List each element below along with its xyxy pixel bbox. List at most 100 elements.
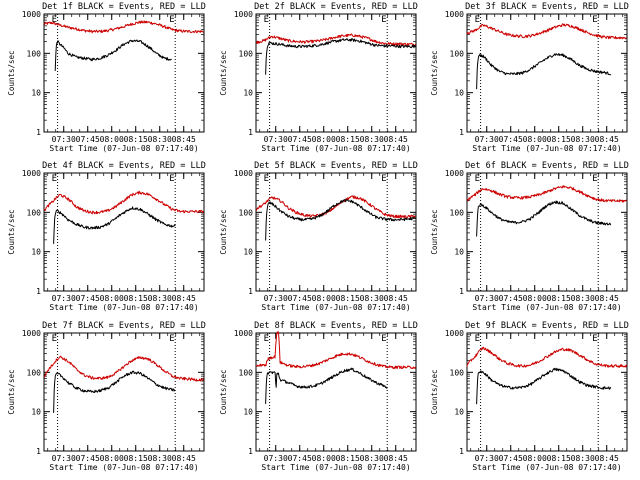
y-tick-label: 1000	[234, 169, 253, 178]
x-tick-label: 07:30	[475, 135, 499, 144]
y-tick-label: 1000	[445, 169, 464, 178]
x-tick-label: 08:45	[172, 294, 196, 303]
x-tick-label: 08:00	[523, 454, 547, 463]
x-tick-label: 08:15	[547, 135, 571, 144]
events-series-line	[53, 370, 176, 413]
panel-title: Det 8f BLACK = Events, RED = LLD	[254, 321, 418, 331]
x-tick-label: 08:00	[312, 294, 336, 303]
events-series-line	[265, 367, 388, 404]
y-tick-label: 1	[248, 128, 253, 137]
x-tick-label: 08:15	[124, 294, 148, 303]
plot-frame	[466, 332, 628, 452]
x-tick-label: 07:45	[499, 294, 523, 303]
x-tick-label: 07:30	[52, 294, 76, 303]
x-tick-label: 07:30	[475, 454, 499, 463]
event-marker-label: E	[52, 174, 57, 184]
x-tick-label: 07:45	[76, 454, 100, 463]
y-tick-label: 10	[243, 408, 253, 417]
y-tick-label: 1000	[445, 10, 464, 19]
x-tick-label: 08:00	[100, 454, 124, 463]
x-tick-label: 08:15	[547, 294, 571, 303]
x-tick-label: 08:45	[384, 135, 408, 144]
panel-det-4f: Det 4f BLACK = Events, RED = LLD 1 10 100 10…	[7, 161, 206, 312]
plot-frame	[466, 13, 628, 133]
y-tick-label: 100	[450, 368, 465, 377]
x-tick-label: 08:30	[148, 135, 172, 144]
x-tick-label: 08:30	[148, 294, 172, 303]
x-tick-label: 08:00	[100, 135, 124, 144]
x-tick-label: 07:45	[76, 135, 100, 144]
y-tick-label: 1	[36, 287, 41, 296]
x-axis-label: Start Time (07-Jun-08 07:17:40)	[261, 303, 410, 312]
panel-det-3f: Det 3f BLACK = Events, RED = LLD 1 10 100 10…	[430, 2, 629, 153]
y-tick-label: 1	[459, 447, 464, 456]
x-tick-label: 08:15	[124, 454, 148, 463]
x-tick-label: 07:45	[288, 294, 312, 303]
event-marker-label: E	[381, 15, 386, 25]
y-axis-label: Counts/sec	[219, 50, 228, 95]
lld-series-line	[255, 195, 416, 219]
events-series-line	[265, 199, 417, 241]
y-axis-label: Counts/sec	[219, 209, 228, 254]
panel-det-9f: Det 9f BLACK = Events, RED = LLD 1 10 100 10…	[430, 321, 629, 472]
x-tick-label: 08:30	[360, 454, 384, 463]
events-series-line	[53, 206, 176, 244]
x-tick-label: 08:30	[148, 454, 172, 463]
plot-frame	[255, 332, 417, 452]
y-tick-label: 10	[454, 89, 464, 98]
y-tick-label: 1	[36, 447, 41, 456]
x-tick-label: 08:00	[100, 294, 124, 303]
x-tick-label: 08:45	[172, 135, 196, 144]
x-tick-label: 07:30	[52, 454, 76, 463]
x-axis-label: Start Time (07-Jun-08 07:17:40)	[49, 303, 198, 312]
y-tick-label: 1	[459, 128, 464, 137]
y-tick-label: 1000	[234, 10, 253, 19]
panel-det-6f: Det 6f BLACK = Events, RED = LLD 1 10 100 10…	[430, 161, 629, 312]
y-axis-label: Counts/sec	[430, 209, 439, 254]
lld-series-line	[43, 190, 204, 215]
y-tick-label: 1000	[22, 10, 41, 19]
y-axis-label: Counts/sec	[430, 50, 439, 95]
x-tick-label: 08:15	[336, 294, 360, 303]
lld-series-line	[466, 346, 628, 368]
x-tick-label: 07:45	[288, 135, 312, 144]
x-tick-label: 07:30	[264, 454, 288, 463]
y-tick-label: 10	[454, 248, 464, 257]
event-marker-label: E	[169, 174, 174, 184]
x-tick-label: 08:15	[124, 135, 148, 144]
plot-frame	[43, 13, 205, 133]
y-tick-label: 1000	[22, 169, 41, 178]
x-tick-label: 07:30	[264, 294, 288, 303]
x-axis-label: Start Time (07-Jun-08 07:17:40)	[472, 144, 621, 153]
event-marker-label: E	[264, 334, 269, 344]
x-tick-label: 08:00	[523, 294, 547, 303]
x-tick-label: 07:45	[499, 454, 523, 463]
x-tick-label: 08:30	[360, 294, 384, 303]
y-axis-label: Counts/sec	[7, 209, 16, 254]
y-tick-label: 1	[248, 447, 253, 456]
panel-det-8f: Det 8f BLACK = Events, RED = LLD 1 10 100 10…	[219, 321, 418, 472]
event-marker-label: E	[475, 174, 480, 184]
event-marker-label: E	[592, 334, 597, 344]
event-marker-label: E	[592, 15, 597, 25]
x-tick-label: 08:15	[547, 454, 571, 463]
y-tick-label: 10	[243, 248, 253, 257]
y-axis-label: Counts/sec	[7, 50, 16, 95]
x-tick-label: 08:45	[384, 454, 408, 463]
panel-title: Det 7f BLACK = Events, RED = LLD	[42, 321, 206, 331]
y-tick-label: 10	[31, 408, 41, 417]
events-series-line	[265, 38, 416, 75]
y-axis-label: Counts/sec	[219, 369, 228, 414]
x-tick-label: 08:45	[172, 454, 196, 463]
y-tick-label: 10	[454, 408, 464, 417]
event-marker-label: E	[475, 334, 480, 344]
y-tick-label: 1	[459, 287, 464, 296]
panel-title: Det 1f BLACK = Events, RED = LLD	[42, 2, 206, 12]
panel-title: Det 2f BLACK = Events, RED = LLD	[254, 2, 418, 12]
panel-title: Det 9f BLACK = Events, RED = LLD	[465, 321, 629, 331]
x-tick-label: 08:45	[595, 454, 619, 463]
y-tick-label: 100	[450, 49, 465, 58]
lld-series-line	[255, 331, 417, 370]
lld-series-line	[43, 355, 205, 382]
